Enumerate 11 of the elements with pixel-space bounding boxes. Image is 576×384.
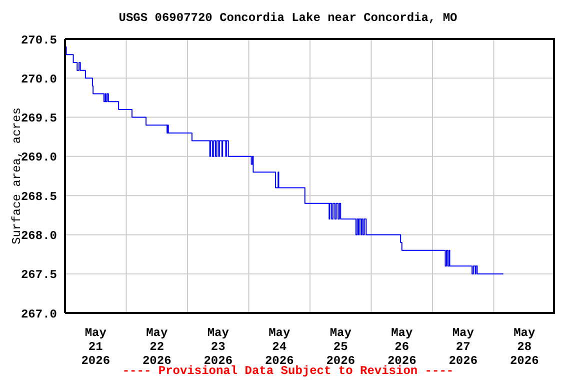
y-tick-label: 269.0	[20, 150, 57, 165]
y-tick-label: 267.0	[20, 307, 57, 322]
y-tick-label: 270.0	[20, 72, 57, 86]
y-tick-label: 267.5	[20, 268, 57, 282]
y-tick-label: 269.5	[20, 112, 57, 126]
y-tick-label: 268.0	[20, 228, 57, 243]
y-tick-label: 270.5	[20, 33, 57, 48]
y-tick-label: 268.5	[20, 190, 57, 204]
x-tick-label: May 21 2026	[81, 326, 110, 368]
x-tick-label: May 28 2026	[510, 326, 539, 368]
chart-title: USGS 06907720 Concordia Lake near Concordia, MO	[118, 11, 458, 25]
